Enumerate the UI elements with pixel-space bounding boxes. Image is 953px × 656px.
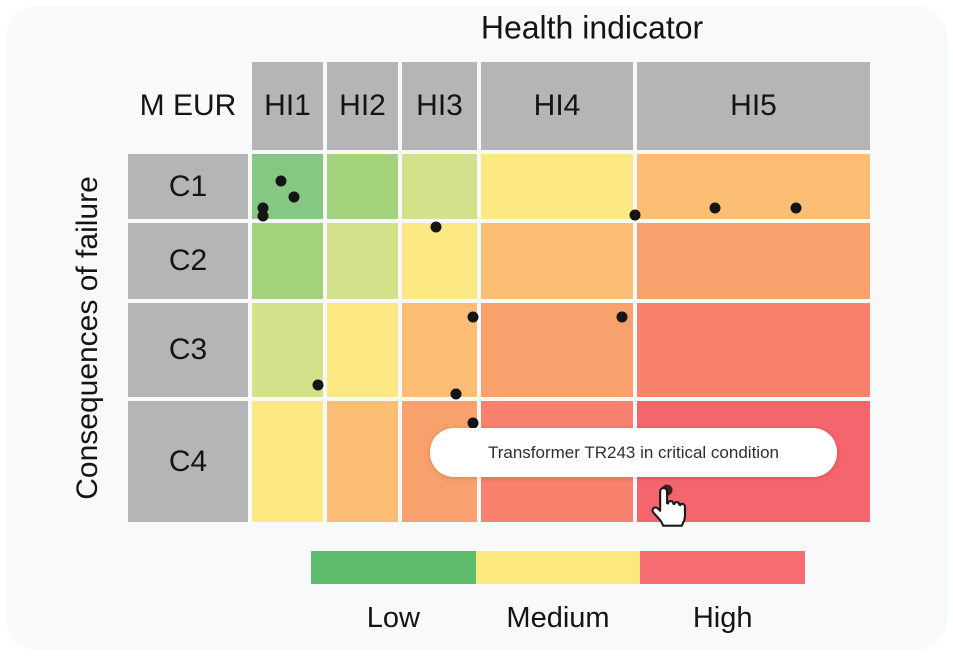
risk-cell-C3-HI3 — [402, 303, 477, 397]
legend-swatch-high — [640, 551, 806, 584]
transformer-dot[interactable] — [616, 311, 628, 323]
row-header-C4: C4 — [128, 401, 248, 522]
transformer-dot[interactable] — [467, 311, 479, 323]
transformer-dot[interactable] — [275, 175, 287, 187]
transformer-dot[interactable] — [288, 191, 300, 203]
risk-cell-C2-HI4 — [481, 223, 633, 299]
transformer-dot[interactable] — [312, 379, 324, 391]
transformer-dot[interactable] — [709, 202, 721, 214]
tooltip: Transformer TR243 in critical condition — [430, 428, 837, 477]
legend-label-high: High — [692, 602, 753, 634]
legend-label-medium: Medium — [506, 602, 610, 634]
legend-label-low: Low — [366, 602, 420, 634]
risk-cell-C1-HI3 — [402, 154, 477, 219]
risk-cell-C1-HI5 — [637, 154, 870, 219]
transformer-dot[interactable] — [629, 209, 641, 221]
risk-cell-C3-HI4 — [481, 303, 633, 397]
risk-cell-C3-HI5 — [637, 303, 870, 397]
risk-cell-C3-HI2 — [327, 303, 398, 397]
transformer-dot[interactable] — [790, 202, 802, 214]
legend-swatch-medium — [475, 551, 641, 584]
transformer-dot[interactable] — [257, 210, 269, 222]
risk-cell-C1-HI4 — [481, 154, 633, 219]
col-header-HI1: HI1 — [252, 62, 323, 150]
row-header-C3: C3 — [128, 303, 248, 397]
legend-color-bar — [311, 551, 806, 584]
col-header-HI5: HI5 — [637, 62, 870, 150]
col-header-HI3: HI3 — [402, 62, 477, 150]
corner-label: M EUR — [139, 89, 237, 122]
transformer-dot[interactable] — [450, 388, 462, 400]
row-header-C1: C1 — [128, 154, 248, 219]
y-axis-title: Consequences of failure — [71, 176, 104, 500]
x-axis-title: Health indicator — [480, 9, 704, 46]
risk-cell-C3-HI1 — [252, 303, 323, 397]
row-header-C2: C2 — [128, 223, 248, 299]
risk-cell-C1-HI2 — [327, 154, 398, 219]
risk-cell-C4-HI2 — [327, 401, 398, 522]
transformer-dot[interactable] — [257, 202, 269, 214]
transformer-dot[interactable] — [467, 417, 479, 429]
risk-cell-C2-HI2 — [327, 223, 398, 299]
risk-cell-C2-HI3 — [402, 223, 477, 299]
legend-swatch-low — [311, 551, 476, 584]
hand-cursor-icon — [651, 487, 686, 527]
transformer-dot[interactable] — [430, 221, 442, 233]
col-header-HI2: HI2 — [327, 62, 398, 150]
legend-labels: Low Medium High — [311, 602, 805, 635]
risk-cell-C2-HI1 — [252, 223, 323, 299]
risk-cell-C4-HI1 — [252, 401, 323, 522]
col-header-HI4: HI4 — [481, 62, 633, 150]
risk-cell-C2-HI5 — [637, 223, 870, 299]
tooltip-text: Transformer TR243 in critical condition — [487, 442, 779, 462]
